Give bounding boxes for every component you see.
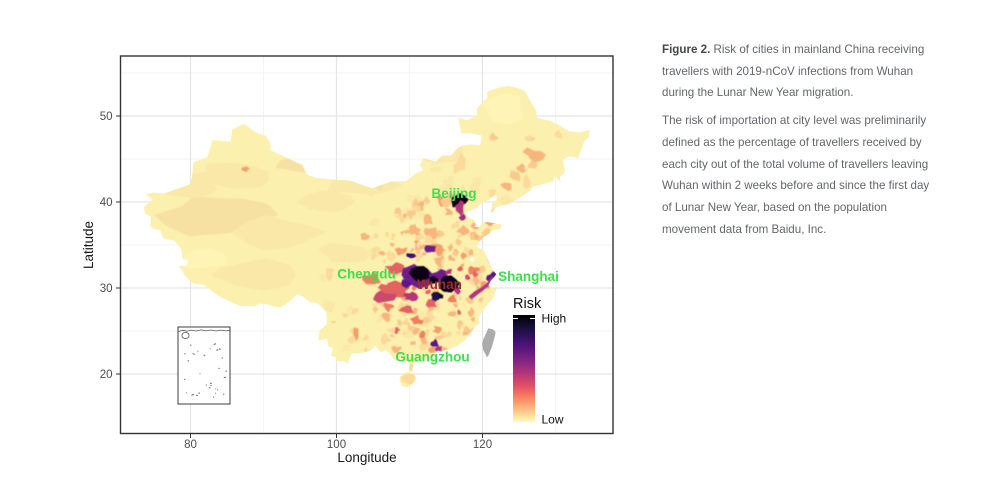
svg-text:30: 30 (100, 283, 113, 295)
svg-text:Guangzhou: Guangzhou (395, 349, 469, 364)
svg-text:80: 80 (184, 439, 197, 451)
svg-text:Beijing: Beijing (431, 186, 476, 201)
svg-text:Low: Low (542, 413, 564, 427)
svg-text:Longitude: Longitude (337, 450, 396, 465)
svg-text:50: 50 (100, 111, 113, 123)
svg-text:Shanghai: Shanghai (498, 269, 559, 284)
svg-text:Chengdu: Chengdu (337, 266, 396, 281)
svg-text:100: 100 (327, 439, 346, 451)
svg-text:40: 40 (100, 197, 113, 209)
svg-text:Risk: Risk (513, 296, 542, 312)
svg-text:20: 20 (100, 369, 113, 381)
svg-text:120: 120 (473, 439, 492, 451)
svg-text:Wuhan: Wuhan (417, 277, 462, 292)
svg-text:High: High (542, 312, 567, 326)
svg-text:Latitude: Latitude (81, 221, 96, 269)
